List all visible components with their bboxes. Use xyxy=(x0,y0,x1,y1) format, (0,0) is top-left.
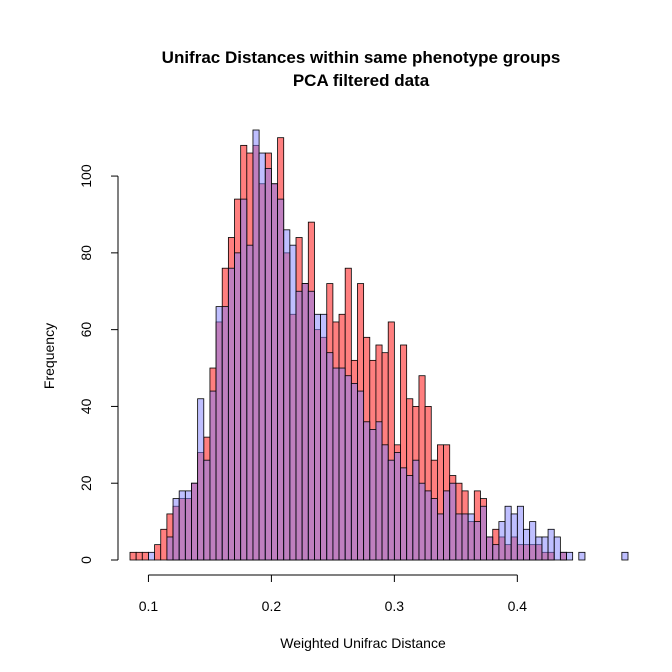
bar xyxy=(141,551,149,561)
bar xyxy=(307,290,315,561)
bar xyxy=(566,551,574,561)
bar xyxy=(541,536,549,561)
bar xyxy=(203,459,211,561)
y-tick-label: 80 xyxy=(78,245,94,261)
bar xyxy=(283,229,291,561)
bar xyxy=(621,551,629,561)
bar xyxy=(449,482,457,561)
bar xyxy=(492,544,500,561)
bar xyxy=(381,444,389,561)
y-tick-label: 20 xyxy=(78,475,94,491)
bar xyxy=(135,551,143,561)
y-axis: 0 20 40 60 80 100 xyxy=(78,164,119,564)
bar xyxy=(240,198,248,561)
bar xyxy=(338,367,346,561)
bar xyxy=(178,490,186,561)
bar xyxy=(510,513,518,561)
bar xyxy=(172,498,180,561)
y-tick-label: 60 xyxy=(78,322,94,338)
bar xyxy=(148,551,155,561)
bar xyxy=(412,459,420,561)
y-tick-label: 100 xyxy=(78,164,94,188)
bar xyxy=(516,505,524,561)
bar xyxy=(467,513,475,561)
bar xyxy=(314,313,321,561)
x-tick-label: 0.1 xyxy=(139,598,159,614)
bar xyxy=(264,167,272,561)
bar xyxy=(473,521,481,561)
bar xyxy=(443,490,451,561)
bar xyxy=(547,528,555,561)
bar xyxy=(350,382,358,561)
x-tick-label: 0.2 xyxy=(262,598,282,614)
bar xyxy=(160,528,168,561)
bar xyxy=(387,459,395,561)
bar xyxy=(295,290,303,561)
bar xyxy=(480,505,487,561)
bar xyxy=(129,551,137,561)
y-tick-label: 40 xyxy=(78,398,94,414)
bar xyxy=(252,129,260,561)
bar xyxy=(197,398,205,561)
bar xyxy=(363,421,371,561)
bar xyxy=(258,152,266,561)
bar xyxy=(166,536,174,561)
bar xyxy=(461,513,469,561)
bar xyxy=(209,390,217,561)
bar xyxy=(535,536,543,561)
bar xyxy=(277,198,285,561)
bar xyxy=(559,551,567,561)
bar xyxy=(578,551,586,561)
bar xyxy=(191,482,199,561)
bar xyxy=(154,544,162,561)
bar xyxy=(215,306,223,561)
x-axis-label: Weighted Unifrac Distance xyxy=(280,635,446,651)
bar xyxy=(418,482,426,561)
bar xyxy=(234,252,242,561)
bar xyxy=(504,505,512,561)
bar xyxy=(289,244,297,561)
x-tick-label: 0.3 xyxy=(385,598,405,614)
y-tick-label: 0 xyxy=(78,556,94,564)
bar xyxy=(332,367,340,561)
bar xyxy=(393,452,401,561)
bar xyxy=(424,490,432,561)
chart-subtitle: PCA filtered data xyxy=(293,71,430,90)
bar xyxy=(455,513,463,561)
bar xyxy=(184,490,192,561)
bar xyxy=(246,244,254,561)
bar xyxy=(369,429,377,561)
series-2 xyxy=(148,129,629,561)
bar xyxy=(486,536,494,561)
bar xyxy=(437,513,444,561)
x-axis: 0.1 0.2 0.3 0.4 xyxy=(139,574,528,614)
bar xyxy=(227,267,235,561)
bar xyxy=(344,375,352,561)
bar xyxy=(301,283,309,561)
bar xyxy=(375,421,383,561)
bar xyxy=(357,390,365,561)
y-axis-label: Frequency xyxy=(41,323,57,389)
chart-title: Unifrac Distances within same phenotype … xyxy=(162,48,561,67)
bar xyxy=(400,467,408,561)
bar xyxy=(523,528,531,561)
bar xyxy=(406,475,414,561)
bars-group xyxy=(129,129,629,561)
x-tick-label: 0.4 xyxy=(508,598,528,614)
bar xyxy=(320,313,328,561)
bar xyxy=(430,498,438,561)
bar xyxy=(221,306,229,561)
bar xyxy=(553,536,561,561)
bar xyxy=(326,352,334,561)
bar xyxy=(529,521,537,561)
bar xyxy=(498,521,506,561)
bar xyxy=(271,183,278,561)
